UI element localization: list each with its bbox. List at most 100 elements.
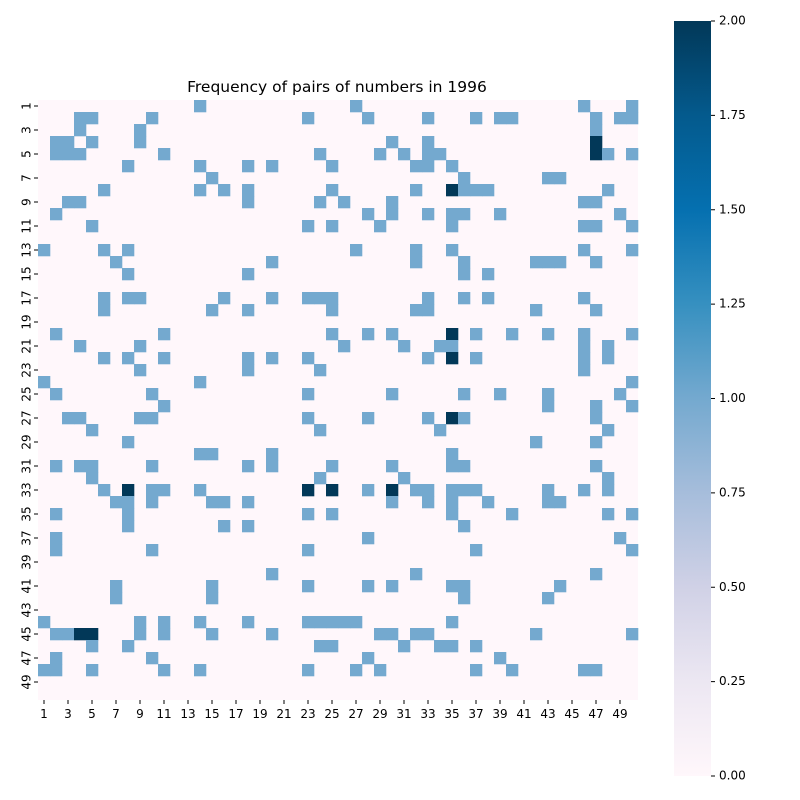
- heatmap-cell: [458, 520, 471, 533]
- heatmap-cell: [86, 112, 99, 125]
- heatmap-cell: [242, 268, 255, 281]
- heatmap-cell: [410, 160, 423, 173]
- y-axis: 1357911131517192123252729313335373941434…: [20, 102, 38, 690]
- y-tick-label: 1: [20, 102, 34, 110]
- heatmap-cell: [314, 640, 327, 653]
- heatmap-cell: [110, 256, 123, 269]
- heatmap-cell: [86, 472, 99, 485]
- x-tick-label: 41: [516, 707, 531, 721]
- heatmap-cell: [626, 628, 639, 641]
- x-tick-label: 37: [468, 707, 483, 721]
- heatmap-cell: [206, 304, 219, 317]
- colorbar-tick-label: 0.75: [719, 485, 746, 499]
- heatmap-cell: [554, 172, 567, 185]
- x-tick-label: 47: [588, 707, 603, 721]
- heatmap-cell: [218, 496, 231, 509]
- heatmap-cell: [206, 172, 219, 185]
- heatmap-cell: [326, 640, 339, 653]
- heatmap-cell: [506, 508, 519, 521]
- heatmap-cell: [542, 496, 555, 509]
- heatmap-cell: [494, 208, 507, 221]
- heatmap-cell: [98, 352, 111, 365]
- heatmap-cell: [122, 268, 135, 281]
- heatmap-cell: [590, 256, 603, 269]
- heatmap-cell: [386, 208, 399, 221]
- heatmap-cell: [446, 484, 459, 497]
- heatmap-cell: [266, 628, 279, 641]
- heatmap-cell: [50, 148, 63, 161]
- heatmap-cell: [422, 148, 435, 161]
- heatmap-cell: [470, 640, 483, 653]
- y-tick-label: 11: [20, 218, 34, 233]
- heatmap-cell: [194, 616, 207, 629]
- heatmap-cell: [266, 352, 279, 365]
- heatmap-cell: [146, 484, 159, 497]
- heatmap-cell: [326, 328, 339, 341]
- heatmap-cell: [458, 172, 471, 185]
- heatmap-cell: [590, 436, 603, 449]
- heatmap-cell: [134, 340, 147, 353]
- x-tick-label: 33: [420, 707, 435, 721]
- colorbar-tick-label: 1.50: [719, 202, 746, 216]
- heatmap-cell: [590, 664, 603, 677]
- heatmap-cell: [626, 508, 639, 521]
- heatmap-cell: [446, 160, 459, 173]
- heatmap-cell: [74, 340, 87, 353]
- heatmap-cell: [362, 208, 375, 221]
- heatmap-cell: [470, 184, 483, 197]
- heatmap-cell: [326, 304, 339, 317]
- y-tick-label: 31: [20, 458, 34, 473]
- heatmap-cell: [386, 196, 399, 209]
- heatmap-cell: [446, 244, 459, 257]
- heatmap-cell: [422, 292, 435, 305]
- heatmap-cell: [110, 580, 123, 593]
- colorbar-tick-label: 1.75: [719, 108, 746, 122]
- heatmap-cell: [50, 208, 63, 221]
- heatmap-cell: [470, 544, 483, 557]
- x-axis: 1 3 5 7 9 11 13 15 17 19 21 23 25 27 29 31 33 35 37 39 41 43 4…: [40, 700, 628, 721]
- heatmap-cell: [302, 580, 315, 593]
- heatmap-cell: [362, 328, 375, 341]
- heatmap-cell: [458, 184, 471, 197]
- x-tick-label: 19: [252, 707, 267, 721]
- x-tick-label: 3: [64, 707, 72, 721]
- heatmap-cell: [494, 652, 507, 665]
- heatmap-cell: [326, 220, 339, 233]
- heatmap-cell: [242, 304, 255, 317]
- heatmap-cell: [350, 244, 363, 257]
- heatmap-cell: [362, 112, 375, 125]
- heatmap-cell: [446, 340, 459, 353]
- heatmap-cell: [470, 328, 483, 341]
- heatmap-cell: [38, 376, 51, 389]
- heatmap-cell: [626, 400, 639, 413]
- heatmap-cell: [302, 484, 315, 497]
- heatmap-cell: [50, 388, 63, 401]
- heatmap-cell: [578, 220, 591, 233]
- colorbar-axis: 0.00 0.25 0.50 0.75 1.00 1.25 1.50 1.75 2.00: [711, 14, 746, 783]
- heatmap-cell: [38, 244, 51, 257]
- heatmap-cell: [302, 220, 315, 233]
- heatmap-cell: [458, 256, 471, 269]
- heatmap-cell: [578, 484, 591, 497]
- heatmap-cell: [542, 256, 555, 269]
- x-tick-label: 21: [276, 707, 291, 721]
- heatmap-cell: [218, 184, 231, 197]
- heatmap-cell: [158, 484, 171, 497]
- y-tick-label: 25: [20, 386, 34, 401]
- x-tick-label: 9: [136, 707, 144, 721]
- heatmap-cell: [542, 388, 555, 401]
- heatmap-cell: [314, 424, 327, 437]
- heatmap-cell: [62, 196, 75, 209]
- y-tick-label: 35: [20, 506, 34, 521]
- y-tick-label: 43: [20, 602, 34, 617]
- heatmap-cell: [98, 184, 111, 197]
- heatmap-cell: [398, 472, 411, 485]
- heatmap-cell: [266, 460, 279, 473]
- y-tick-label: 33: [20, 482, 34, 497]
- heatmap-cell: [386, 136, 399, 149]
- heatmap-cell: [242, 160, 255, 173]
- heatmap-cell: [482, 184, 495, 197]
- heatmap-cell: [542, 592, 555, 605]
- heatmap-cell: [434, 424, 447, 437]
